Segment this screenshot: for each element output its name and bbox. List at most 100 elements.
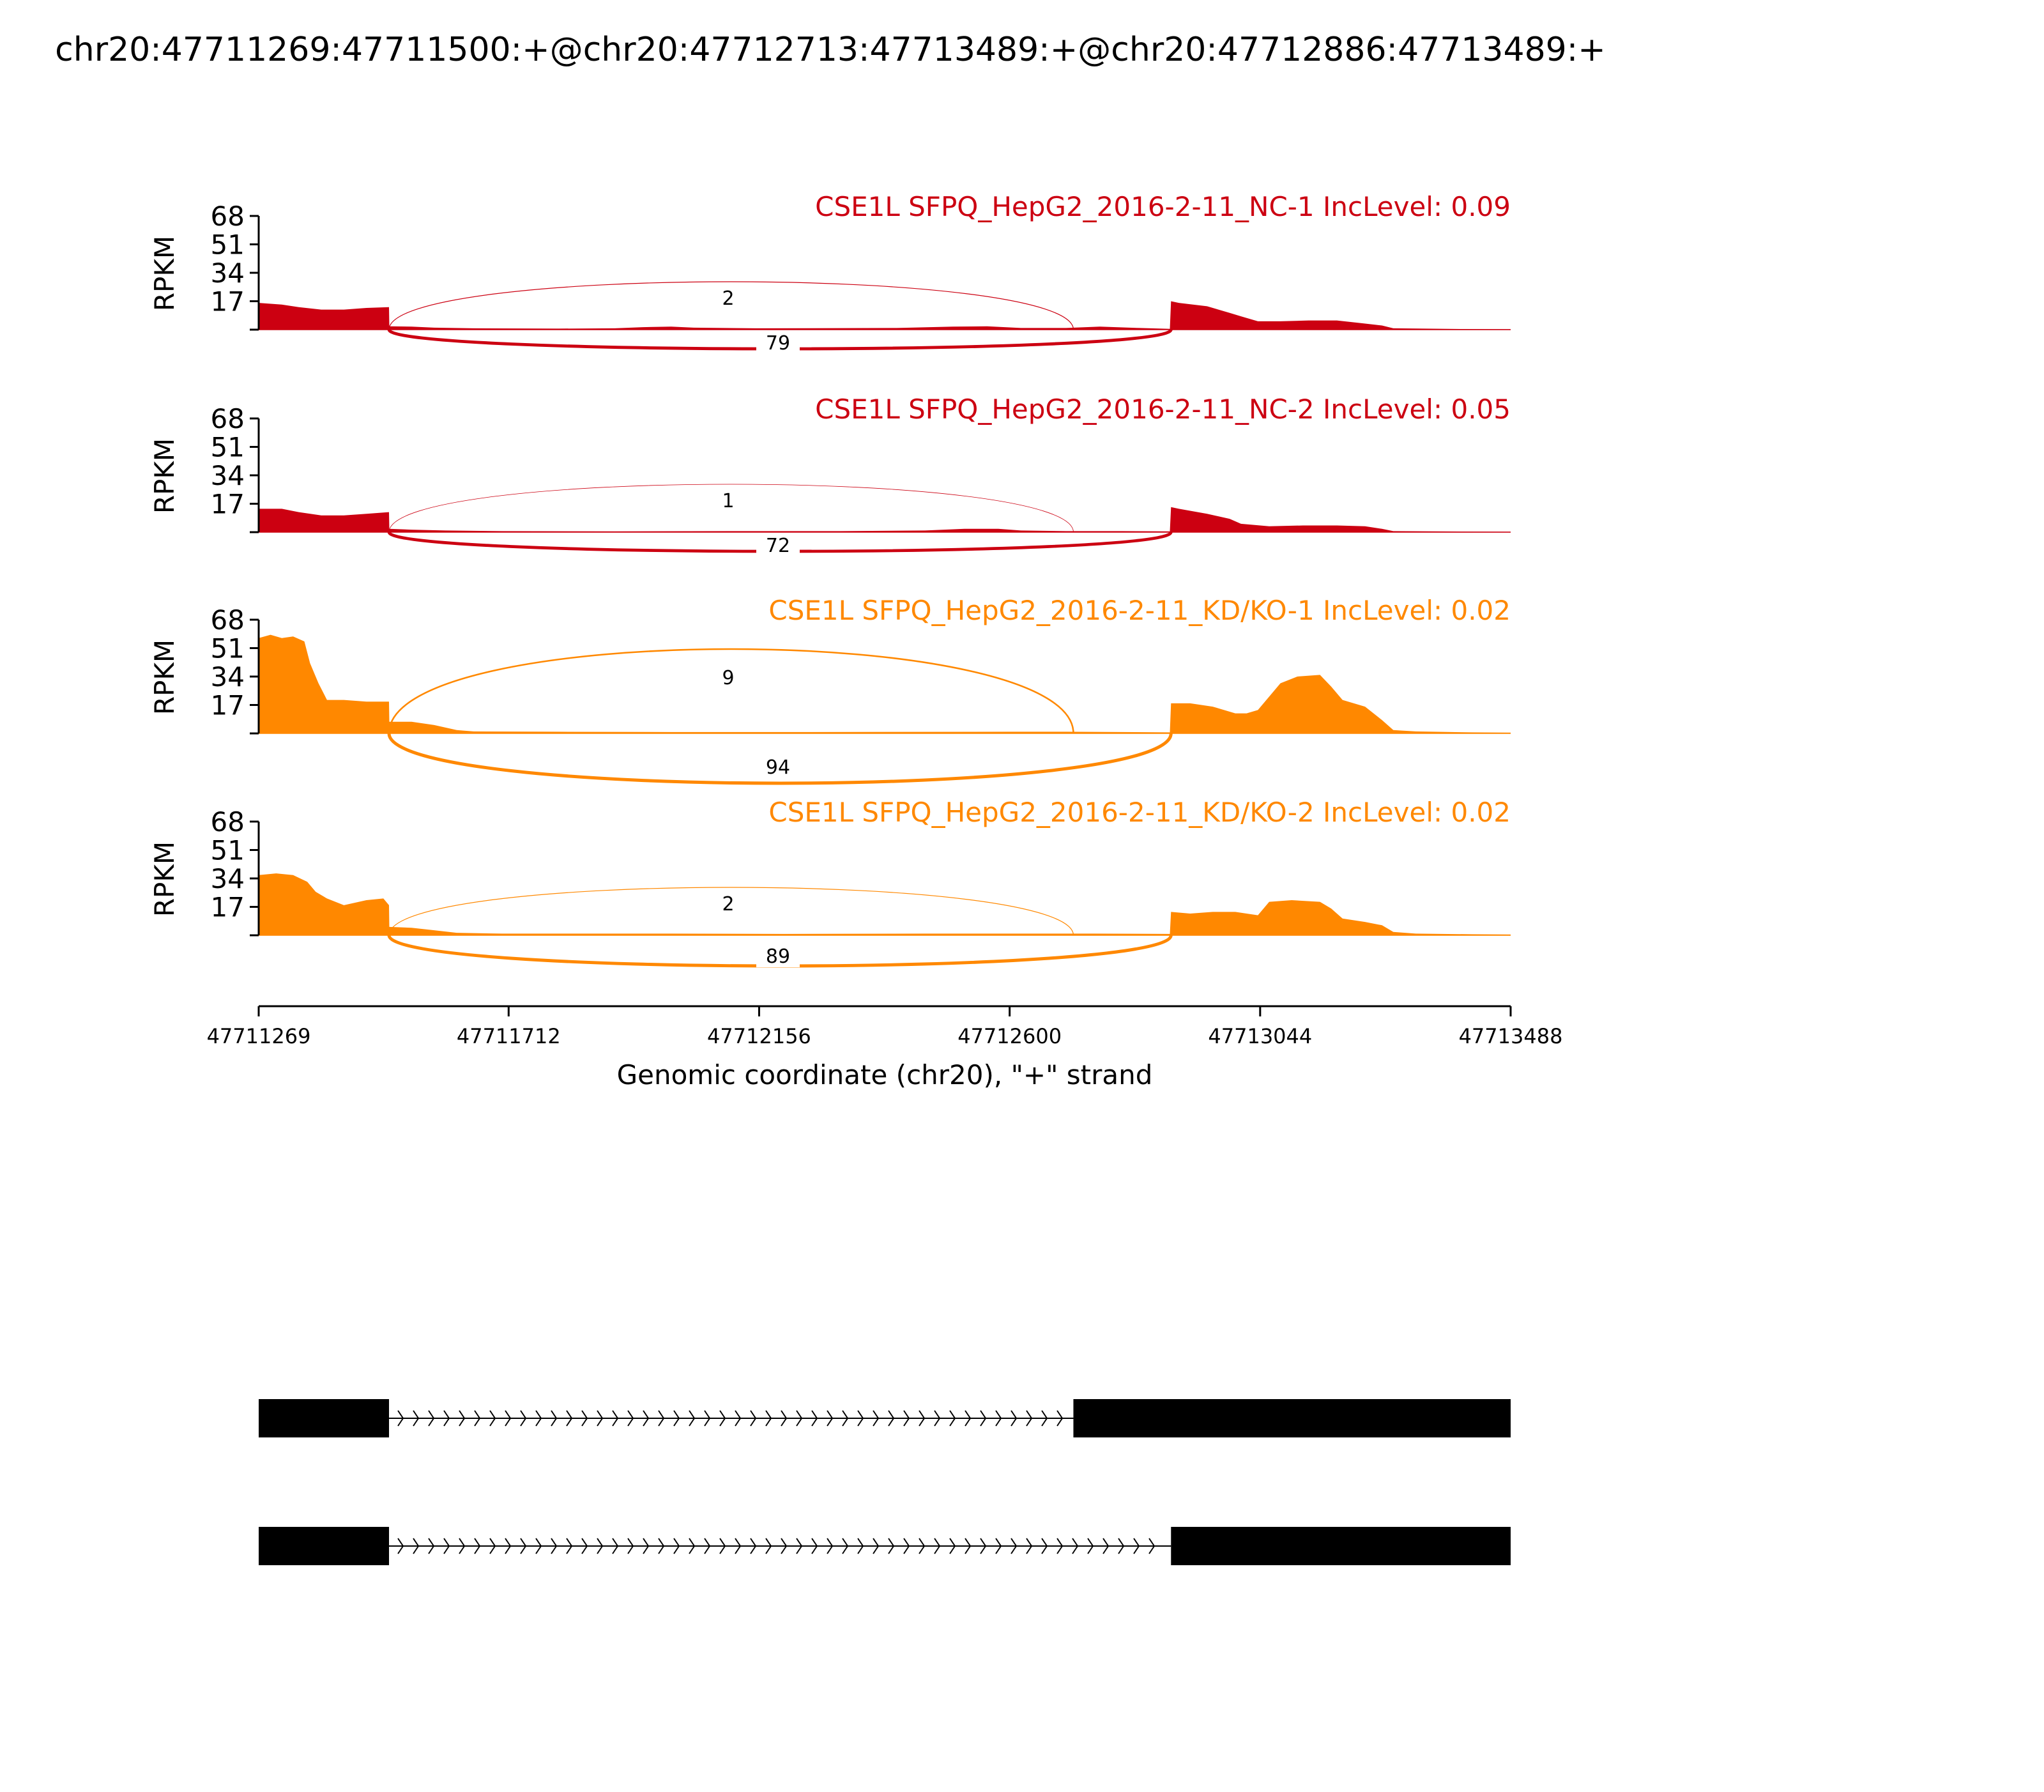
x-axis-label: Genomic coordinate (chr20), "+" strand: [617, 1059, 1153, 1091]
junction-arc: [388, 887, 1074, 936]
y-tick-label: 34: [211, 661, 245, 693]
strand-arrow: [796, 1410, 803, 1427]
strand-arrow: [597, 1410, 604, 1427]
strand-arrow: [719, 1410, 726, 1427]
coverage-area: [259, 634, 1511, 733]
strand-arrow: [1087, 1538, 1094, 1554]
strand-arrow: [750, 1538, 757, 1554]
strand-arrow: [551, 1410, 558, 1427]
x-tick-label: 47712156: [707, 1024, 811, 1048]
coverage-area: [259, 873, 1511, 935]
strand-arrow: [903, 1410, 910, 1427]
strand-arrow: [413, 1410, 420, 1427]
strand-arrow: [689, 1538, 696, 1554]
strand-arrow: [934, 1410, 941, 1427]
exon-block: [259, 1527, 390, 1565]
junction-label-bg: [756, 944, 800, 967]
strand-arrow: [765, 1410, 772, 1427]
y-tick-label: 51: [211, 432, 245, 463]
y-tick-label: 34: [211, 460, 245, 491]
strand-arrow: [796, 1538, 803, 1554]
strand-arrow: [658, 1410, 665, 1427]
junction-arc: [388, 484, 1074, 533]
x-tick-label: 47713044: [1208, 1024, 1312, 1048]
junction-count-label: 94: [766, 756, 790, 779]
y-axis-label: RPKM: [149, 639, 180, 715]
strand-arrow: [566, 1538, 573, 1554]
strand-arrow: [949, 1538, 956, 1554]
strand-arrow: [474, 1538, 481, 1554]
strand-arrow: [520, 1538, 527, 1554]
transcript-model: [259, 1527, 1511, 1565]
junction-label-bg: [706, 666, 750, 689]
strand-arrow: [873, 1538, 880, 1554]
strand-arrow: [1148, 1538, 1155, 1554]
strand-arrow: [781, 1410, 788, 1427]
y-tick-label: 68: [211, 403, 245, 434]
junction-count-label: 9: [722, 667, 734, 689]
y-tick-label: 51: [211, 633, 245, 664]
strand-arrow: [995, 1410, 1002, 1427]
strand-arrow: [842, 1538, 849, 1554]
strand-arrow: [888, 1410, 895, 1427]
strand-arrow: [704, 1410, 711, 1427]
strand-arrow: [750, 1410, 757, 1427]
strand-arrow: [965, 1538, 972, 1554]
strand-arrow: [888, 1538, 895, 1554]
strand-arrow: [397, 1538, 404, 1554]
junction-count-label: 72: [766, 535, 790, 557]
strand-arrow: [520, 1410, 527, 1427]
strand-arrow: [474, 1410, 481, 1427]
strand-arrow: [857, 1538, 864, 1554]
strand-arrow: [811, 1410, 818, 1427]
strand-arrow: [827, 1410, 834, 1427]
junction-arc: [387, 733, 1173, 785]
strand-arrow: [459, 1410, 466, 1427]
strand-arrow: [673, 1538, 680, 1554]
junction-label-bg: [706, 489, 750, 512]
strand-arrow: [735, 1538, 742, 1554]
x-tick-label: 47711712: [457, 1024, 561, 1048]
strand-arrow: [397, 1410, 404, 1427]
strand-arrow: [842, 1410, 849, 1427]
y-axis-label: RPKM: [149, 236, 180, 311]
junction-label-bg: [756, 755, 800, 778]
y-tick-label: 68: [211, 604, 245, 636]
y-axis-label: RPKM: [149, 841, 180, 917]
strand-arrow: [443, 1410, 450, 1427]
x-tick-label: 47713488: [1459, 1024, 1563, 1048]
junction-count-label: 79: [766, 332, 790, 355]
strand-arrow: [1056, 1410, 1064, 1427]
strand-arrow: [489, 1410, 496, 1427]
strand-arrow: [443, 1538, 450, 1554]
transcript-model: [259, 1399, 1511, 1437]
strand-arrow: [627, 1410, 634, 1427]
y-tick-label: 51: [211, 835, 245, 866]
strand-arrow: [765, 1538, 772, 1554]
strand-arrow: [551, 1538, 558, 1554]
coverage-area: [259, 507, 1511, 532]
junction-label-bg: [706, 892, 750, 915]
strand-arrow: [597, 1538, 604, 1554]
strand-arrow: [1056, 1538, 1064, 1554]
strand-arrow: [428, 1538, 435, 1554]
strand-arrow: [612, 1538, 619, 1554]
strand-arrow: [1011, 1410, 1018, 1427]
strand-arrow: [1026, 1538, 1033, 1554]
strand-arrow: [459, 1538, 466, 1554]
track-title: CSE1L SFPQ_HepG2_2016-2-11_KD/KO-2 IncLe…: [768, 797, 1511, 828]
junction-label-bg: [706, 286, 750, 309]
strand-arrow: [581, 1538, 588, 1554]
y-tick-label: 17: [211, 690, 245, 721]
strand-arrow: [413, 1538, 420, 1554]
strand-arrow: [811, 1538, 818, 1554]
strand-arrow: [995, 1538, 1002, 1554]
strand-arrow: [627, 1538, 634, 1554]
y-tick-label: 68: [211, 806, 245, 838]
strand-arrow: [1072, 1538, 1079, 1554]
strand-arrow: [643, 1538, 650, 1554]
strand-arrow: [658, 1538, 665, 1554]
strand-arrow: [689, 1410, 696, 1427]
